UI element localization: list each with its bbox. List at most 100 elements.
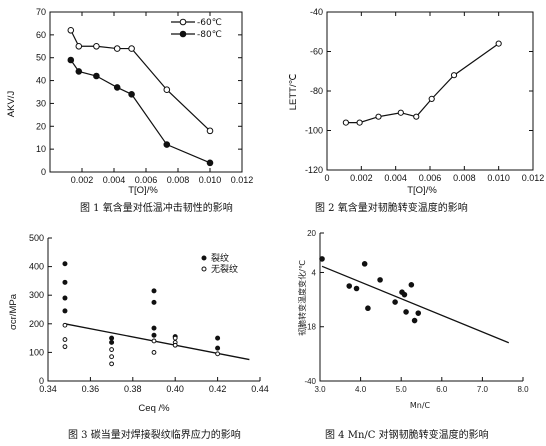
- x-tick-label: 0.010: [487, 173, 510, 183]
- data-point: [109, 339, 115, 345]
- data-point: [215, 345, 221, 351]
- data-point: [62, 279, 68, 285]
- chart-2-oxygen-transition-temperature: -120 -100 -80 -60 -40 0 0.002 0.004 0.006 0.008 0.…: [288, 7, 544, 196]
- y-tick-label: 30: [36, 98, 46, 108]
- chart-2-caption: 图 2 氧含量对韧脆转变温度的影响: [315, 201, 468, 214]
- x-tick-label: 7.0: [477, 385, 489, 394]
- data-point: [62, 261, 68, 267]
- x-tick-label: 0.006: [419, 173, 442, 183]
- x-tick-label: 0: [324, 173, 329, 183]
- y-tick-label: 200: [29, 319, 44, 329]
- y-tick-label: 300: [29, 290, 44, 300]
- x-tick-label: 6.0: [436, 385, 448, 394]
- y-tick-label: 70: [36, 7, 46, 17]
- y-tick-label: 20: [36, 121, 46, 131]
- x-tick-label: 0.42: [209, 384, 227, 394]
- data-point: [93, 72, 100, 80]
- x-tick-label: 0.006: [135, 175, 158, 185]
- data-point: [109, 335, 115, 341]
- data-point: [375, 113, 382, 120]
- x-tick-label: 0.44: [251, 384, 269, 394]
- y-tick-label: -80: [310, 86, 323, 96]
- y-tick-label: 60: [36, 30, 46, 40]
- data-point: [75, 68, 83, 75]
- y-tick-label: 0: [41, 167, 46, 177]
- data-point: [361, 261, 368, 267]
- y-tick-label: -120: [305, 165, 323, 175]
- data-point: [151, 288, 157, 294]
- x-tick-label: 0.004: [103, 175, 126, 185]
- x-tick-label: 3.0: [314, 385, 326, 394]
- x-axis-label: Mn/C: [410, 401, 431, 410]
- data-point: [428, 95, 435, 103]
- data-point: [93, 42, 100, 50]
- x-tick-label: 8.0: [517, 385, 529, 394]
- x-tick-label: 0.008: [453, 173, 476, 183]
- data-point: [206, 127, 214, 135]
- x-tick-label: 0.004: [384, 173, 407, 183]
- data-point: [62, 337, 68, 342]
- data-point: [163, 141, 171, 148]
- y-tick-label: 0: [39, 376, 44, 386]
- data-point: [415, 310, 422, 316]
- y-tick-label: 10: [36, 144, 46, 154]
- y-tick-label: -100: [305, 126, 323, 136]
- y-tick-label: 20: [307, 229, 316, 238]
- chart-1-oxygen-impact-toughness: 0 10 20 30 40 50 60 70 0.002 0.004 0.006 0.008 0.010…: [6, 7, 253, 196]
- y-tick-label: -40: [304, 377, 316, 386]
- data-point: [67, 56, 75, 64]
- axis-frame: [326, 11, 534, 171]
- y-axis-label: AKV/J: [6, 91, 17, 118]
- data-point: [413, 113, 420, 120]
- x-tick-label: 0.34: [39, 384, 57, 394]
- data-point: [113, 45, 121, 52]
- data-point: [109, 361, 114, 367]
- chart-3-carbon-equivalent-critical-stress: 0 100 200 300 400 500 0.34 0.36 0.38 0.40 0.42 0.44…: [8, 233, 269, 414]
- legend-label: -80℃: [197, 30, 222, 40]
- legend-marker: [179, 18, 187, 26]
- data-point: [392, 299, 398, 305]
- data-point: [206, 159, 214, 167]
- y-tick-label: 4: [312, 268, 317, 277]
- x-tick-label: 0.38: [124, 384, 142, 394]
- legend-marker: [201, 266, 207, 272]
- chart-4-mnc-transition-temperature: -40 -18 4 20 3.0 4.0 5.0 6.0 7.0 8.0 韧脆转变温度变化/℃ Mn/…: [297, 229, 529, 410]
- data-point: [109, 354, 114, 360]
- data-point: [365, 305, 371, 312]
- series-line-1: [70, 30, 211, 132]
- legend-label: 无裂纹: [211, 263, 238, 275]
- data-point: [75, 42, 83, 50]
- data-point: [62, 308, 68, 314]
- chart-3-caption: 图 3 碳当量对焊接裂纹临界应力的影响: [68, 428, 241, 441]
- data-point: [450, 72, 458, 79]
- x-tick-label: 0.008: [167, 175, 190, 185]
- y-tick-label: -18: [304, 323, 316, 332]
- data-point: [128, 45, 135, 52]
- data-point: [397, 109, 404, 116]
- legend-marker: [179, 30, 187, 38]
- x-tick-label: 0.002: [350, 173, 373, 183]
- y-tick-label: 40: [36, 76, 46, 86]
- data-point: [495, 40, 502, 47]
- data-point: [113, 84, 121, 91]
- data-point: [411, 317, 418, 324]
- y-tick-label: 100: [29, 347, 44, 357]
- y-tick-label: -40: [310, 7, 323, 17]
- data-point: [356, 119, 363, 126]
- data-point: [172, 342, 178, 348]
- y-tick-label: -60: [310, 47, 323, 57]
- data-point: [151, 299, 157, 305]
- legend-label: -60℃: [197, 18, 222, 28]
- legend-label: 裂纹: [211, 252, 229, 264]
- y-axis-label: 韧脆转变温度变化/℃: [297, 260, 307, 336]
- y-tick-label: 500: [29, 233, 44, 243]
- data-point: [109, 347, 114, 352]
- data-point: [62, 322, 68, 328]
- y-axis-label: LETT/℃: [288, 73, 299, 110]
- chart-1-caption: 图 1 氧含量对低温冲击韧性的影响: [80, 201, 233, 214]
- x-tick-label: 4.0: [355, 385, 367, 394]
- data-point: [215, 351, 221, 357]
- trend-line: [321, 265, 510, 344]
- data-point: [346, 283, 353, 289]
- series-line: [345, 43, 500, 124]
